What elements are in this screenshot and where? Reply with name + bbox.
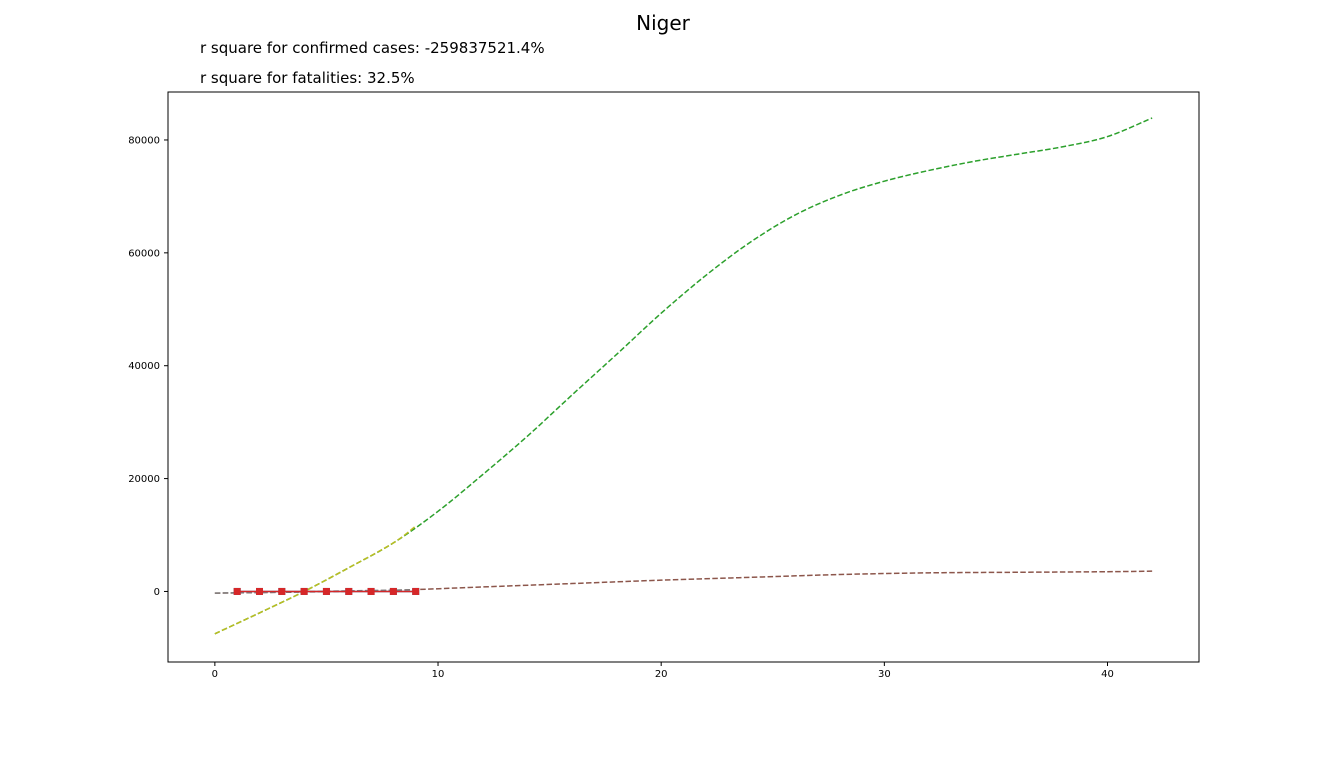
x-tick-label: 40 xyxy=(1101,669,1114,680)
data-point-marker xyxy=(278,587,286,595)
data-point-marker xyxy=(412,587,420,595)
x-tick-label: 10 xyxy=(432,669,445,680)
data-point-marker xyxy=(256,587,263,595)
data-point-marker xyxy=(389,587,397,595)
data-point-marker xyxy=(322,587,330,595)
x-tick-label: 0 xyxy=(212,669,218,680)
y-tick-label: 60000 xyxy=(128,248,160,259)
axes-frame xyxy=(167,91,1200,663)
series-line-2 xyxy=(214,525,417,635)
y-tick-label: 20000 xyxy=(128,474,160,485)
chart-title: Niger xyxy=(636,11,691,35)
data-point-marker xyxy=(233,587,241,595)
plot-area: 0 10 20 30 40 0 20000 40000 60000 80000 xyxy=(128,91,1200,680)
y-tick-label: 40000 xyxy=(128,361,160,372)
data-point-marker xyxy=(345,587,353,595)
annotation-r2-fatalities: r square for fatalities: 32.5% xyxy=(200,69,415,87)
y-tick-label: 0 xyxy=(154,587,160,598)
x-tick-label: 20 xyxy=(655,669,668,680)
data-point-marker xyxy=(300,587,308,595)
x-tick-label: 30 xyxy=(878,669,891,680)
annotation-r2-confirmed: r square for confirmed cases: -259837521… xyxy=(200,39,545,57)
data-point-marker xyxy=(367,587,375,595)
series-group xyxy=(214,117,1153,635)
y-tick-label: 80000 xyxy=(128,135,160,146)
series-line-3 xyxy=(214,589,416,594)
